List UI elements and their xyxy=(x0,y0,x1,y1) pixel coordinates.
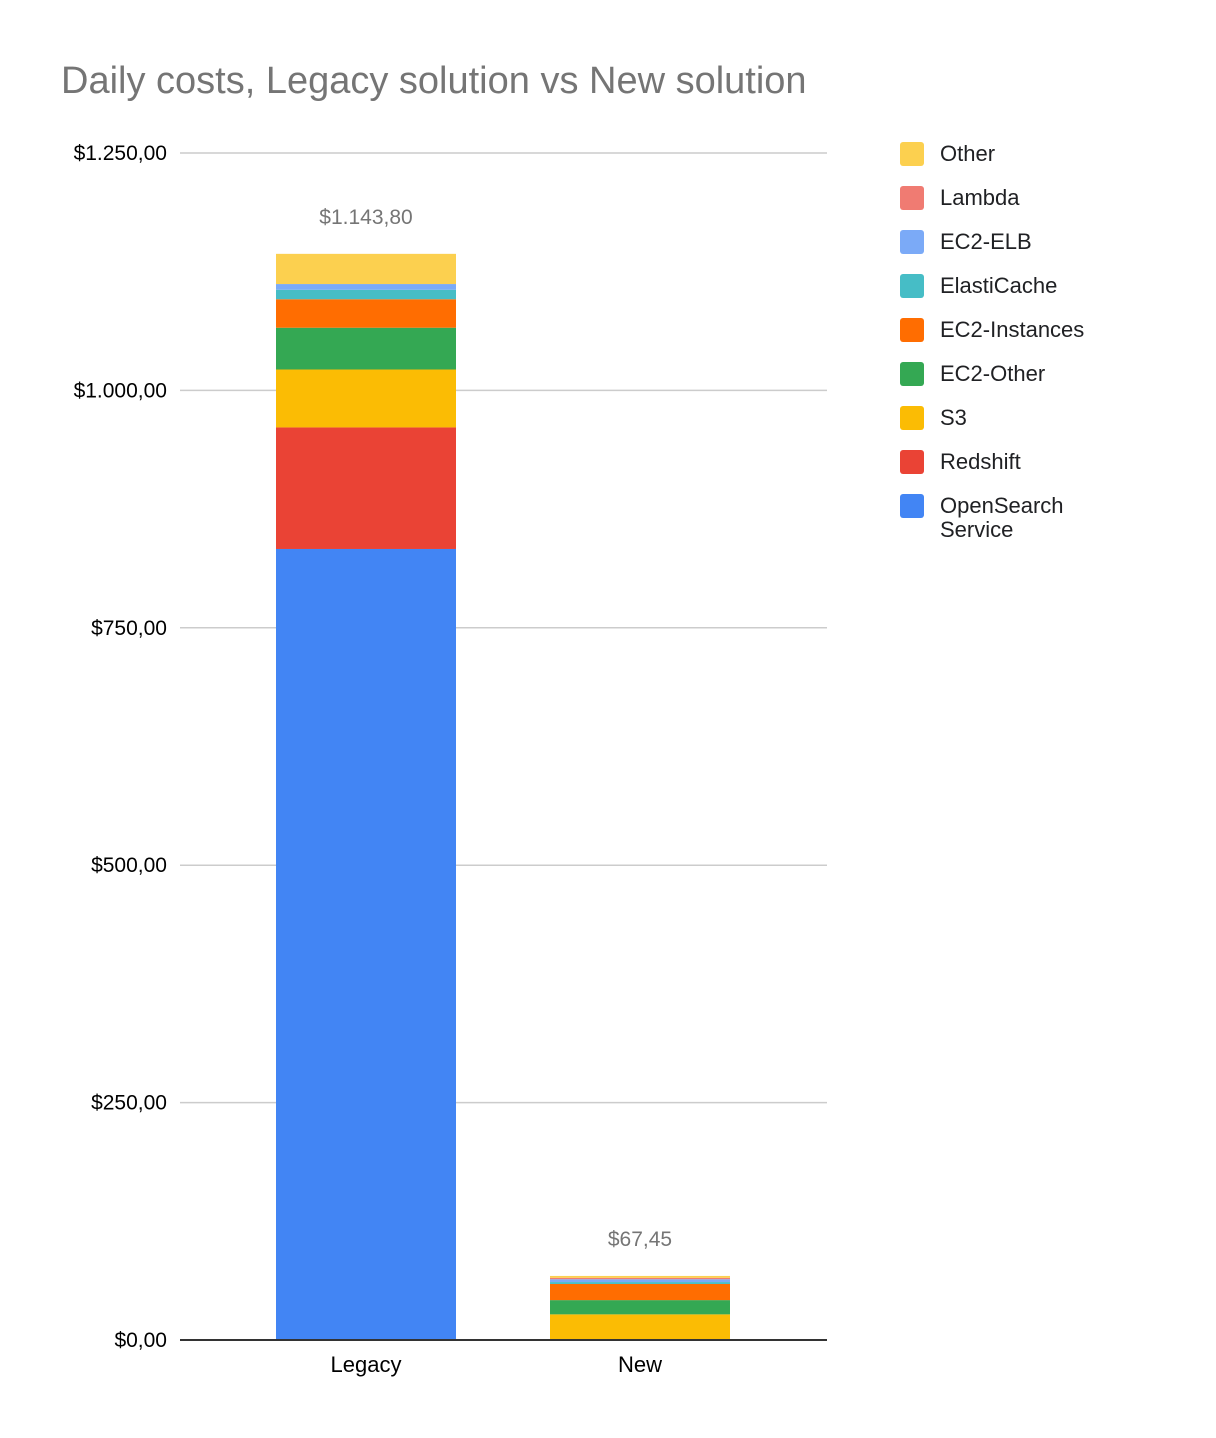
legend-item-lambda: Lambda xyxy=(900,185,1020,210)
x-category-label: Legacy xyxy=(331,1352,402,1377)
bar-segment-new-lambda xyxy=(550,1277,730,1280)
legend: Other Lambda EC2-ELB ElastiCache EC2-Instanc… xyxy=(900,141,1084,542)
y-tick-label: $1.000,00 xyxy=(74,379,167,402)
legend-item-ec2-other: EC2-Other xyxy=(900,361,1045,386)
legend-label: Other xyxy=(940,141,995,166)
bar-segment-legacy-ec2-instances xyxy=(276,299,456,328)
chart-title: Daily costs, Legacy solution vs New solu… xyxy=(61,60,807,102)
legend-item-elasticache: ElastiCache xyxy=(900,273,1057,298)
legend-label: Redshift xyxy=(940,449,1021,474)
bar-segment-legacy-elasticache xyxy=(276,289,456,300)
x-axis-categories: Legacy New xyxy=(331,1352,663,1377)
legend-label: EC2-ELB xyxy=(940,229,1032,254)
legend-swatch xyxy=(900,406,924,430)
bars xyxy=(276,253,730,1340)
y-tick-label: $250,00 xyxy=(91,1092,167,1115)
legend-item-redshift: Redshift xyxy=(900,449,1021,474)
legend-item-ec2-instances: EC2-Instances xyxy=(900,317,1084,342)
legend-label: Lambda xyxy=(940,185,1020,210)
total-labels: $1.143,80 $67,45 xyxy=(319,206,672,1251)
legend-swatch xyxy=(900,230,924,254)
bar-segment-new-ec2-elb xyxy=(550,1279,730,1283)
legend-swatch xyxy=(900,450,924,474)
legend-swatch xyxy=(900,274,924,298)
bar-segment-legacy-other xyxy=(276,253,456,285)
legend-swatch xyxy=(900,362,924,386)
bar-segment-new-s3 xyxy=(550,1314,730,1340)
x-category-label: New xyxy=(618,1352,662,1377)
bar-segment-legacy-opensearch-service xyxy=(276,548,456,1340)
y-tick-label: $1.250,00 xyxy=(74,142,167,165)
total-label-legacy: $1.143,80 xyxy=(319,206,412,229)
legend-label: EC2-Instances xyxy=(940,317,1084,342)
legend-label: ElastiCache xyxy=(940,273,1057,298)
bar-segment-new-elasticache xyxy=(550,1282,730,1284)
bar-segment-legacy-s3 xyxy=(276,369,456,428)
bar-segment-new-ec2-other xyxy=(550,1300,730,1315)
bar-segment-legacy-ec2-elb xyxy=(276,284,456,290)
bar-segment-new-other xyxy=(550,1275,730,1278)
legend-swatch xyxy=(900,318,924,342)
bar-segment-new-ec2-instances xyxy=(550,1283,730,1301)
legend-item-other: Other xyxy=(900,141,995,166)
legend-swatch xyxy=(900,494,924,518)
y-tick-label: $500,00 xyxy=(91,854,167,877)
bar-segment-legacy-redshift xyxy=(276,427,456,549)
y-tick-label: $0,00 xyxy=(114,1329,167,1352)
legend-label: OpenSearch Service xyxy=(940,493,1064,542)
legend-label: EC2-Other xyxy=(940,361,1045,386)
legend-item-ec2-elb: EC2-ELB xyxy=(900,229,1032,254)
legend-label: S3 xyxy=(940,405,967,430)
legend-swatch xyxy=(900,142,924,166)
legend-swatch xyxy=(900,186,924,210)
y-tick-label: $750,00 xyxy=(91,617,167,640)
legend-item-opensearch-service: OpenSearch Service xyxy=(900,493,1064,542)
bar-segment-legacy-ec2-other xyxy=(276,327,456,370)
legend-item-s3: S3 xyxy=(900,405,967,430)
y-axis-ticks: $0,00 $250,00 $500,00 $750,00 $1.000,00 $1.25… xyxy=(74,142,167,1352)
total-label-new: $67,45 xyxy=(608,1228,672,1251)
